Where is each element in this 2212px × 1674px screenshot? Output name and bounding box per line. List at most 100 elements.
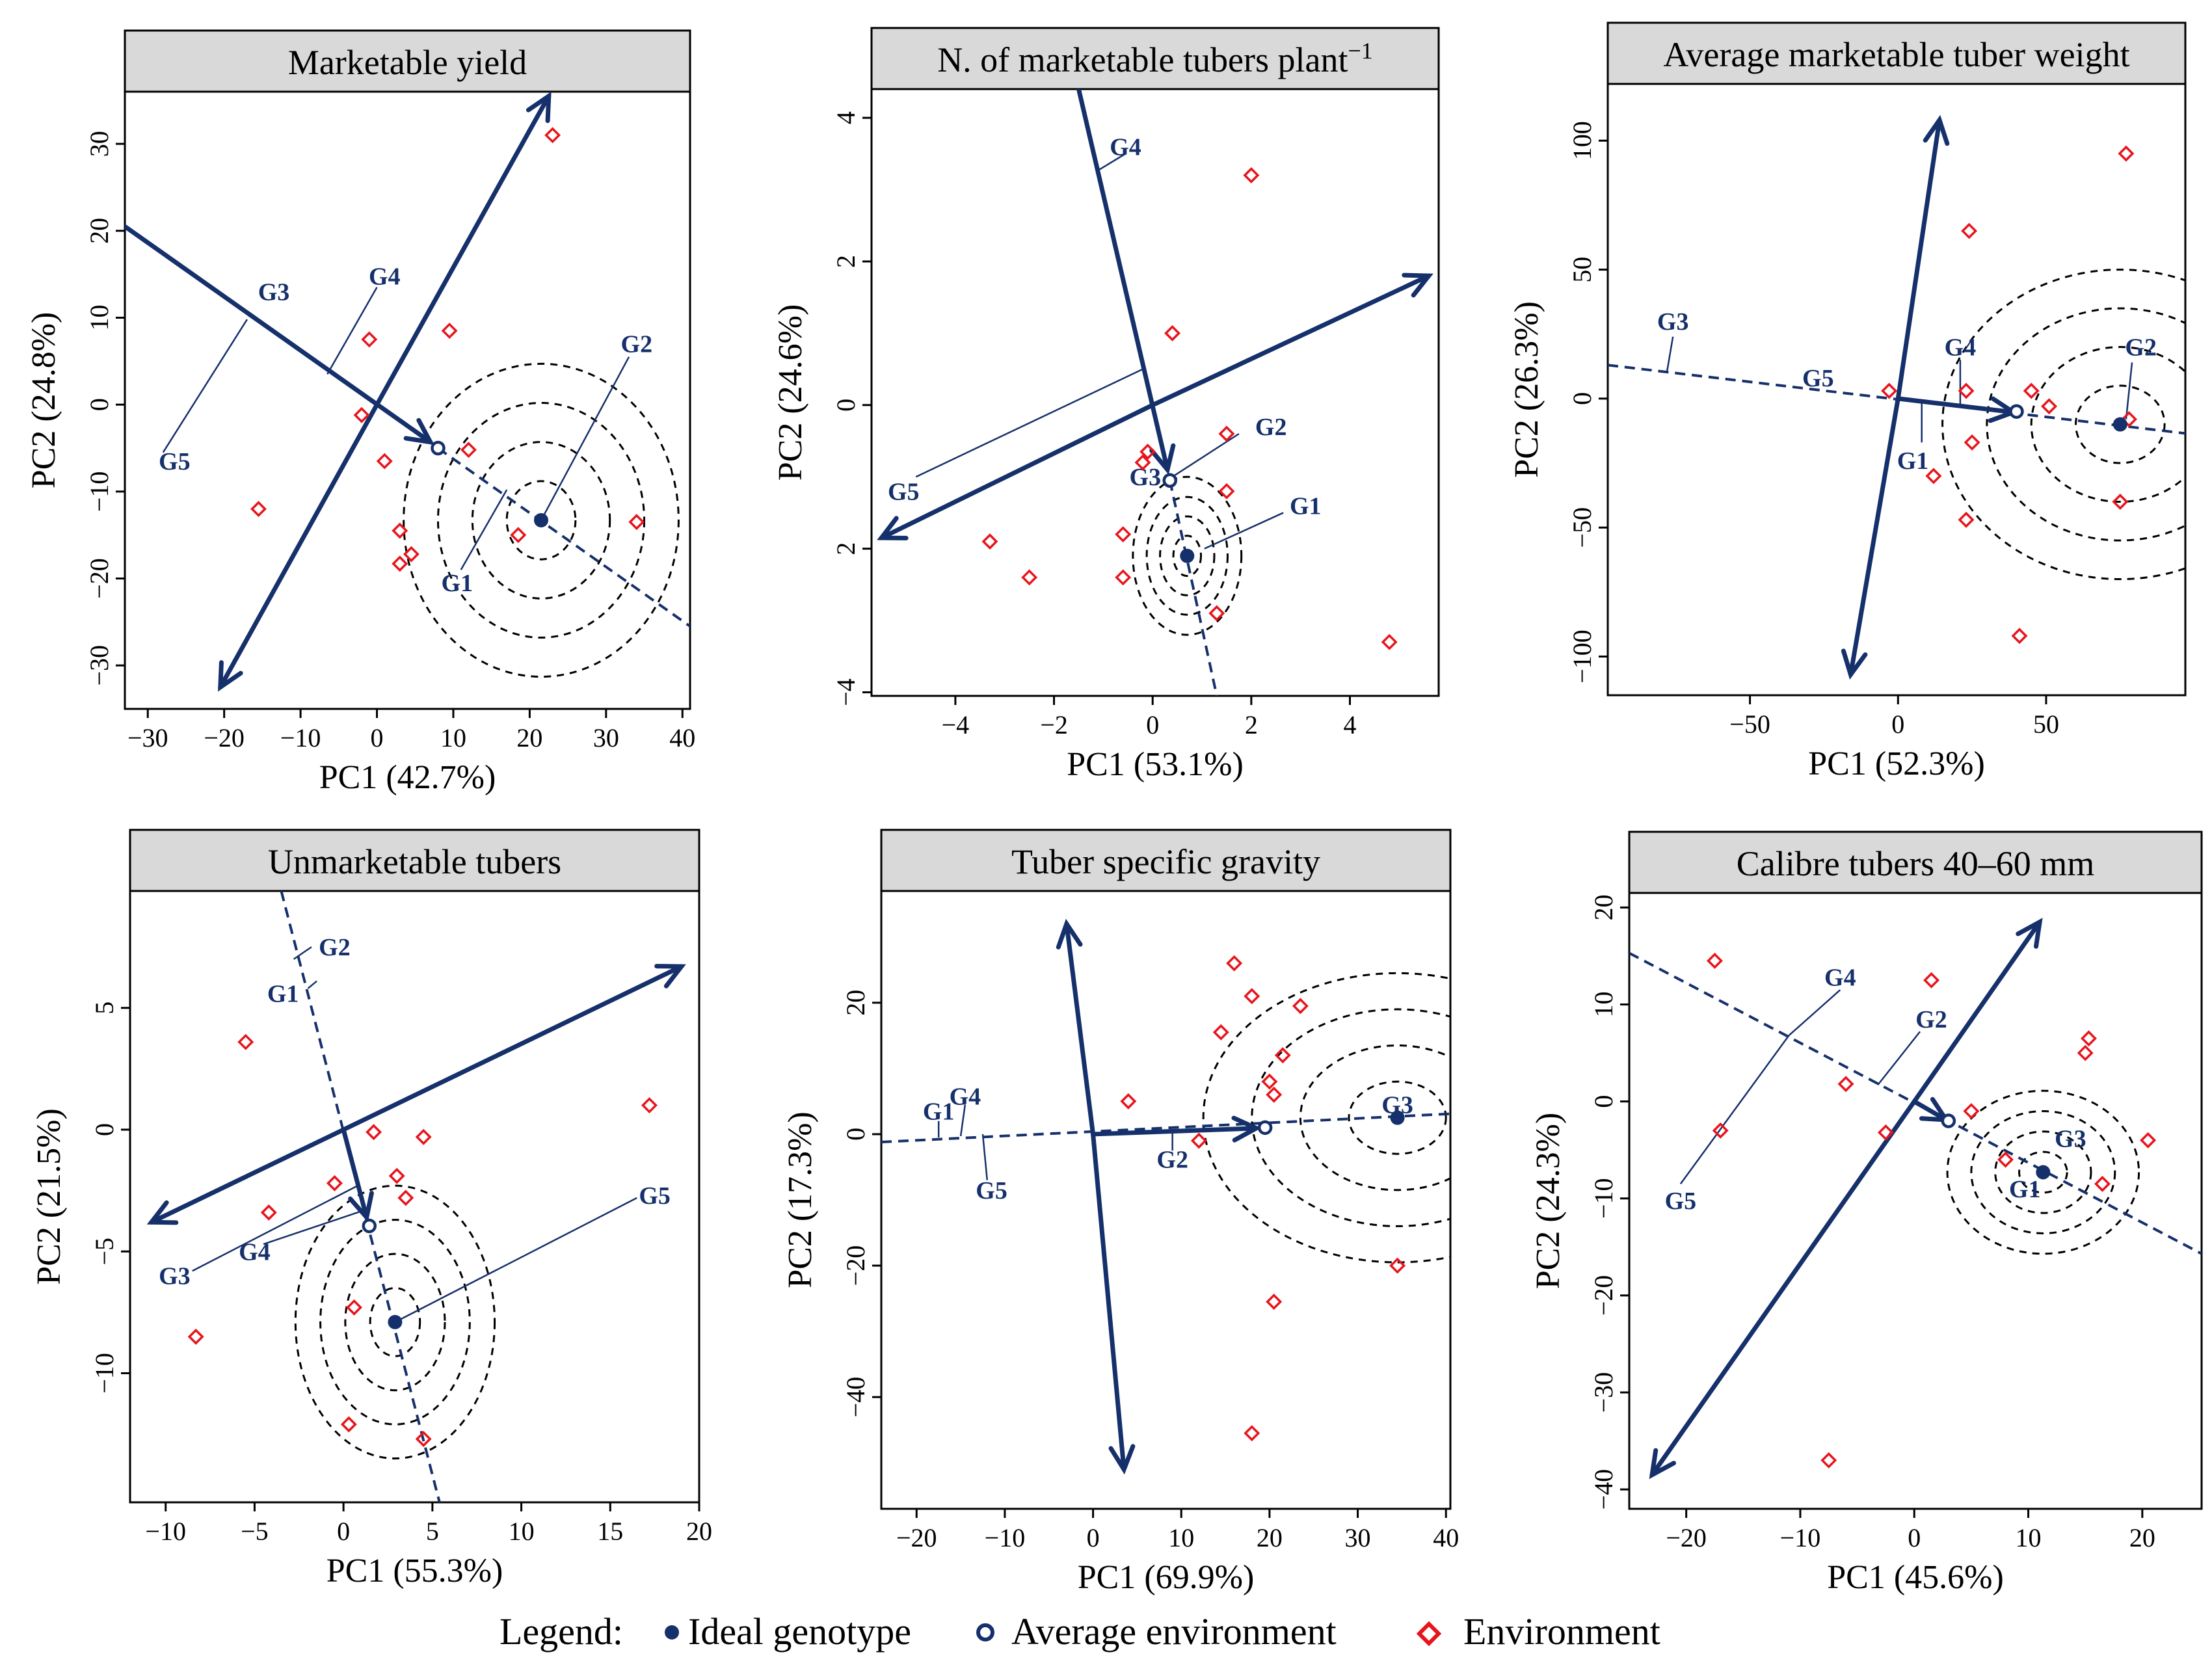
environment-marker	[1120, 1093, 1137, 1109]
environment-marker	[1226, 955, 1243, 972]
y-tick-label: 0	[85, 398, 114, 411]
y-tick-label: −30	[85, 645, 114, 686]
y-tick-label: 2	[831, 255, 860, 268]
plot-frame	[124, 90, 691, 710]
x-tick-label: 0	[1891, 710, 1904, 739]
environment-marker	[1115, 569, 1132, 586]
biplot-arrow-head	[877, 516, 909, 540]
average-environment-axis	[1168, 480, 1218, 696]
average-environment-axis	[280, 891, 441, 1502]
legend-environment-marker	[1416, 1621, 1442, 1647]
plot-area: G4 G2 G5 G3 G1	[1629, 918, 2202, 1480]
genotype-label: G5	[976, 1177, 1007, 1204]
x-tick-label: 10	[1168, 1523, 1194, 1552]
x-tick-label: −10	[280, 723, 321, 752]
concentric-circle	[1251, 1008, 1450, 1227]
environment-marker	[1963, 1103, 1980, 1120]
environment-marker	[361, 331, 378, 348]
genotype-label: G3	[2055, 1125, 2086, 1152]
genotype-label: G4	[950, 1083, 981, 1110]
y-axis-label: PC2 (21.5%)	[31, 1108, 68, 1285]
genotype-label: G5	[639, 1182, 671, 1210]
environment-marker	[1218, 483, 1235, 499]
ideal-genotype-marker	[534, 512, 549, 527]
genotype-leader-line	[1095, 153, 1126, 173]
environment-marker	[1190, 1132, 1207, 1149]
x-tick-label: 2	[1245, 710, 1258, 739]
environment-marker	[1208, 605, 1225, 622]
environment-marker	[1115, 526, 1132, 543]
y-tick-label: −30	[1589, 1372, 1618, 1413]
panel-calibre-tubers: Calibre tubers 40–60 mm −20 −10 0 10 20 −40 −30…	[1530, 830, 2203, 1596]
panel-title: N. of marketable tubers plant−1	[937, 38, 1373, 79]
concentric-circle	[471, 441, 611, 600]
x-tick-label: 20	[1257, 1523, 1283, 1552]
x-tick-label: −4	[942, 710, 970, 739]
genotype-label: G4	[1110, 133, 1141, 161]
biplot-arrow	[1064, 922, 1096, 1137]
genotype-label: G2	[319, 934, 351, 961]
environment-marker	[1139, 444, 1156, 460]
y-tick-label: 20	[1589, 894, 1618, 920]
environment-marker	[1958, 382, 1975, 399]
environment-marker	[237, 1033, 254, 1050]
y-tick-label: 2	[831, 542, 860, 555]
ideal-genotype-marker	[1390, 1110, 1405, 1125]
environment-marker	[1274, 1047, 1291, 1064]
plot-area: G2 G1 G3 G4 G5	[146, 891, 686, 1502]
y-axis-label: PC2 (17.3%)	[782, 1111, 819, 1288]
y-tick-label: −40	[841, 1377, 870, 1418]
environment-marker	[1923, 972, 1940, 989]
environment-marker	[388, 1167, 405, 1184]
panel-title-superscript: −1	[1348, 38, 1372, 64]
environment-marker	[510, 527, 527, 544]
biplot-arrow	[1912, 920, 2042, 1104]
environment-marker	[1706, 952, 1723, 969]
genotype-leader-line	[959, 1104, 966, 1137]
y-tick-label: 0	[1567, 392, 1597, 405]
environment-marker	[628, 514, 645, 531]
genotype-label: G1	[1290, 492, 1322, 520]
biplot-arrow	[1150, 273, 1432, 408]
biplot-arrow-head	[218, 660, 243, 692]
y-tick-label: 20	[841, 990, 870, 1016]
concentric-circle	[1299, 1044, 1450, 1191]
plot-frame	[129, 890, 700, 1504]
y-tick-label: −20	[1589, 1275, 1618, 1316]
environment-marker	[187, 1328, 204, 1345]
x-tick-label: 10	[509, 1517, 535, 1546]
genotype-leader-line	[307, 980, 317, 989]
biplot-arrow-head	[1923, 114, 1950, 146]
plot-area: G3 G4 G2 G5 G1	[125, 92, 690, 692]
x-tick-label: 0	[337, 1517, 350, 1546]
environment-marker	[1925, 468, 1942, 485]
y-axis-label: PC2 (24.3%)	[1530, 1113, 1567, 1290]
genotype-leader-line	[1666, 336, 1674, 372]
environment-marker	[1292, 998, 1309, 1015]
concentric-circle	[294, 1184, 496, 1460]
genotype-leader-line	[326, 287, 378, 375]
biplot-arrow-head	[1649, 1448, 1676, 1480]
concentric-circle	[369, 1286, 421, 1357]
ideal-genotype-marker	[2036, 1165, 2051, 1180]
environment-marker	[1997, 1151, 2014, 1168]
x-axis-label: PC1 (52.3%)	[1808, 745, 1985, 782]
environment-marker	[403, 546, 420, 563]
x-tick-label: 0	[1908, 1523, 1921, 1552]
environment-marker	[260, 1204, 277, 1221]
biplot-arrow	[1091, 1126, 1259, 1137]
x-tick-label: −10	[145, 1517, 186, 1546]
plot-frame	[870, 88, 1440, 697]
biplot-arrow-head	[1402, 272, 1433, 298]
biplot-arrow	[375, 94, 552, 407]
concentric-circle	[1132, 475, 1243, 636]
concentric-circle	[319, 1219, 471, 1426]
legend-prefix: Legend:	[500, 1610, 623, 1653]
concentric-circle	[1986, 307, 2185, 542]
biplot-arrow-head	[146, 1200, 179, 1225]
biplot-arrow-head	[1231, 1115, 1262, 1143]
x-tick-label: 50	[2033, 710, 2059, 739]
panel-title: Average marketable tuber weight	[1663, 35, 2129, 74]
environment-marker	[2011, 628, 2028, 644]
